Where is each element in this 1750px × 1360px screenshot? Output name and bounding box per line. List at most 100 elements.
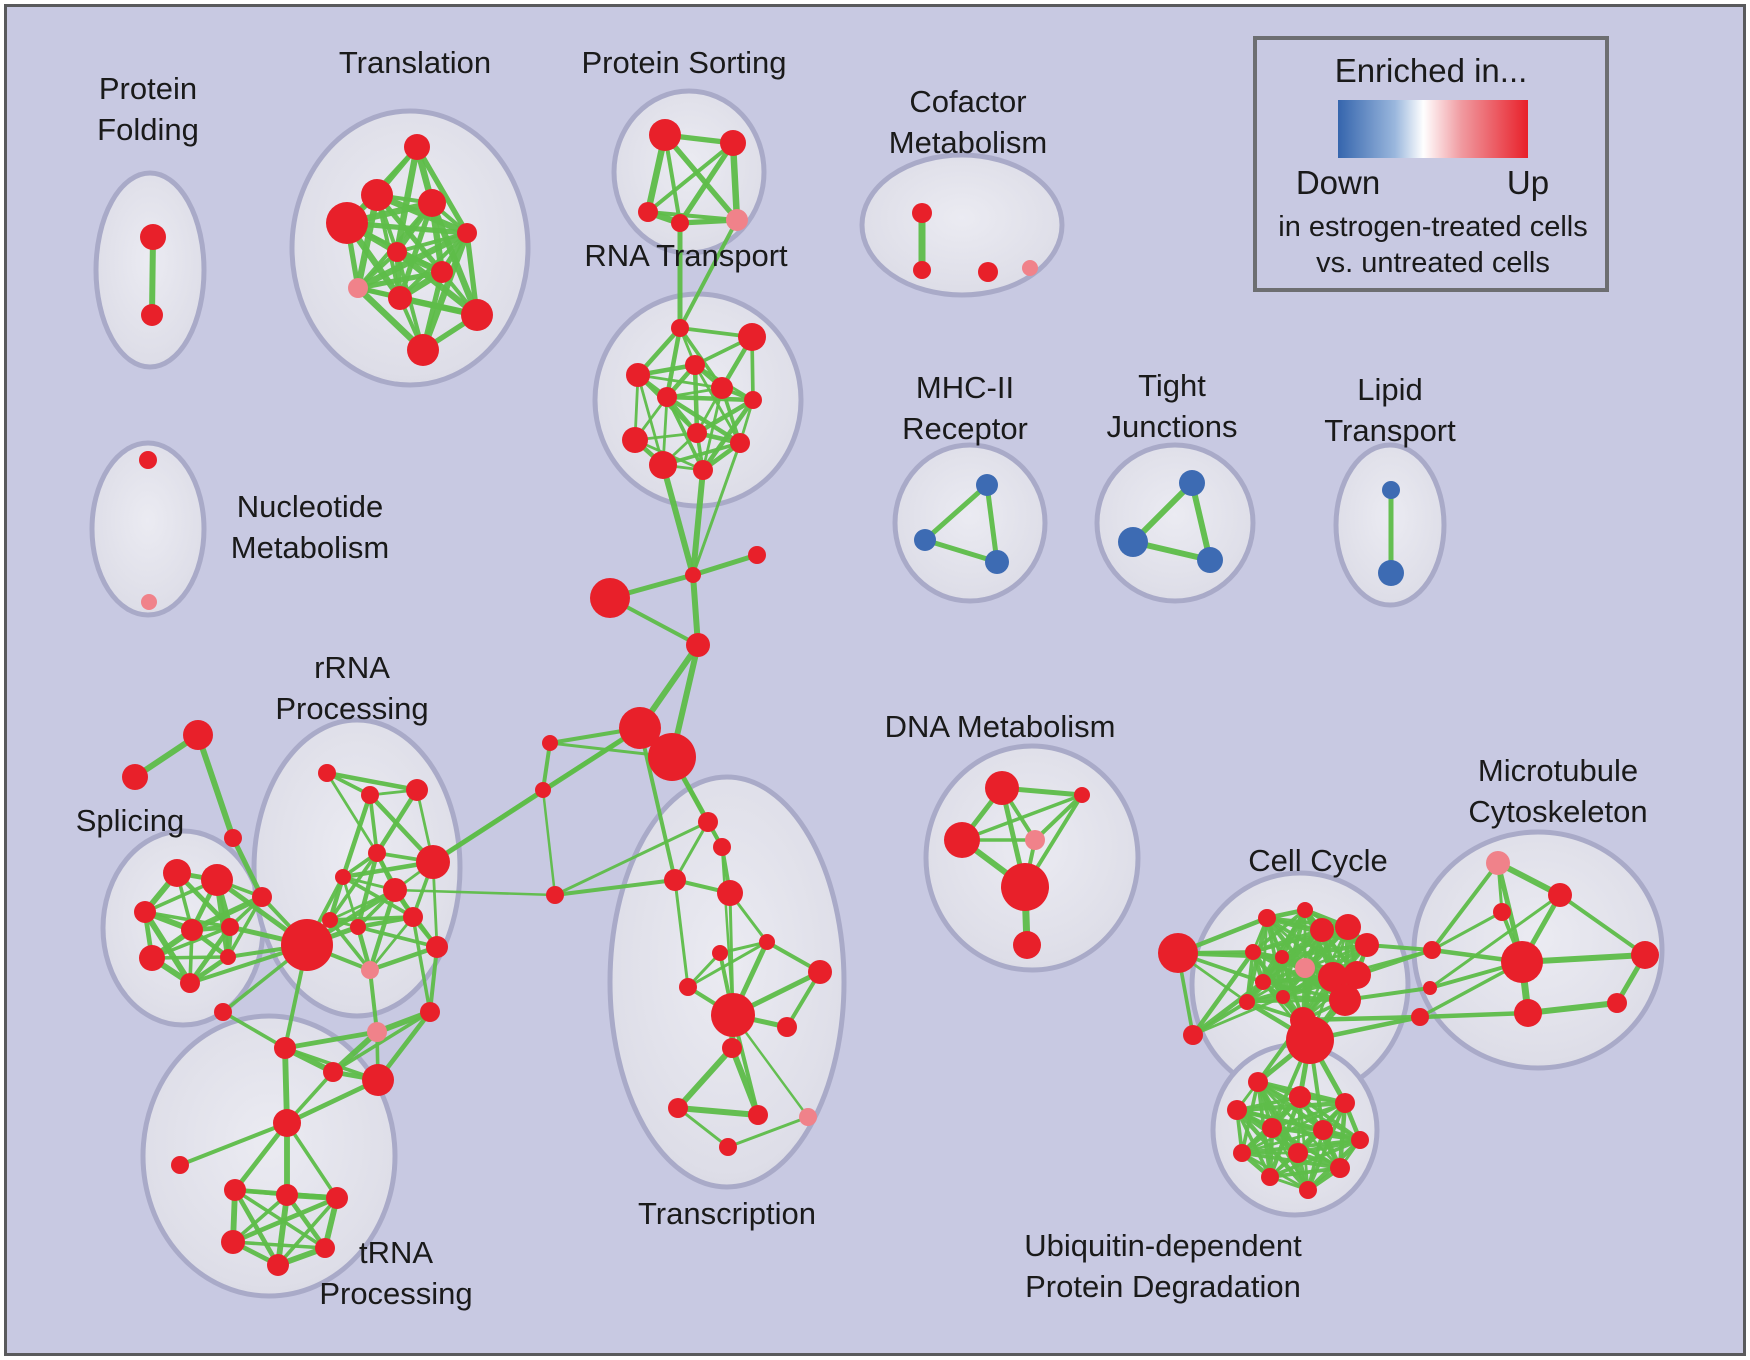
node-trn-6 [267,1254,289,1276]
edge [694,397,756,436]
node-trn-1 [224,1179,246,1201]
edge [393,888,557,897]
node-bb-16 [1411,1008,1429,1026]
legend-title: Enriched in... [1335,52,1528,89]
node-tl-0 [404,134,430,160]
node-cc-5 [1275,950,1289,964]
node-rna-6 [744,391,762,409]
cluster-label-tl: Translation [339,45,491,80]
cluster-label-pf: Folding [97,112,199,147]
edge [1428,893,1562,990]
edge [1268,1166,1342,1179]
node-ub-2 [1335,1093,1355,1113]
cluster-label-dn: DNA Metabolism [885,709,1116,744]
node-bb-9 [281,919,333,971]
node-tl-10 [407,334,439,366]
edge [356,925,439,949]
node-rr-11 [426,936,448,958]
edge [221,1010,287,1050]
edge [677,140,736,226]
node-tx-14 [719,1138,737,1156]
node-rna-2 [626,363,650,387]
edge [1234,1100,1348,1113]
edge [328,851,379,922]
cluster-label-li: Lipid [1357,372,1423,407]
node-tx-1 [713,838,731,856]
node-bb-8 [546,886,564,904]
node-mh-2 [985,550,1009,574]
node-tj-1 [1118,527,1148,557]
cluster-label-tj: Junctions [1107,409,1238,444]
node-trn-4 [221,1230,245,1254]
node-trn-5 [315,1238,335,1258]
node-tl-2 [418,189,446,217]
node-trn-12 [420,1002,440,1022]
node-tx-12 [748,1105,768,1125]
edge [325,771,379,855]
node-dn-4 [1001,863,1049,911]
node-cc-0 [1158,933,1198,973]
edge [660,462,696,578]
edge [700,397,756,473]
node-rr-7 [322,912,338,928]
node-cc-10 [1255,974,1271,990]
node-trn-8 [274,1037,296,1059]
node-cc-13 [1318,962,1348,992]
network-nodes [122,119,1659,1276]
edge [541,788,557,897]
node-rr-9 [361,961,379,979]
node-rr-10 [416,845,450,879]
cluster-label-nm: Nucleotide [237,489,383,524]
edge [284,1077,381,1126]
node-tx-3 [717,880,743,906]
node-co-3 [1022,260,1038,276]
cluster-label-trn: Processing [319,1276,472,1311]
cluster-label-nm: Metabolism [231,530,390,565]
node-rna-3 [685,355,705,375]
node-sp-6 [180,973,200,993]
node-ub-8 [1288,1143,1308,1163]
node-trn-9 [323,1062,343,1082]
node-tx-9 [777,1017,797,1037]
node-bb-3 [686,633,710,657]
node-mt-0 [1486,851,1510,875]
edge [1245,950,1255,1004]
node-tj-2 [1197,547,1223,573]
node-cc-14 [1343,961,1371,989]
edge [340,792,373,880]
node-mt-2 [1493,903,1511,921]
edge [690,467,706,578]
node-tl-5 [387,242,407,262]
edge [664,394,756,403]
node-sp-4 [221,918,239,936]
edge [1189,480,1213,563]
node-cc-4 [1245,944,1261,960]
edge [1270,1101,1347,1130]
node-dn-3 [1025,830,1045,850]
legend-up-label: Up [1507,164,1549,201]
node-cc-9 [1355,933,1379,957]
cluster-label-tj: Tight [1138,368,1206,403]
cluster-ellipse-mh [892,442,1048,604]
edge [178,1121,289,1167]
node-tl-1 [361,179,393,211]
edge [368,915,415,972]
legend-gradient-bar [1338,100,1528,158]
edge [691,441,742,577]
node-ps-4 [726,209,748,231]
edge [1261,925,1350,984]
edge [368,968,379,1034]
node-pf-0 [140,224,166,250]
edge [1190,949,1256,1038]
edge [686,940,769,989]
edge [1281,925,1350,999]
node-tx-2 [664,869,686,891]
node-bb-13 [171,1156,189,1174]
node-ub-5 [1313,1120,1333,1140]
node-rna-7 [622,427,648,453]
node-rr-6 [403,907,423,927]
cluster-label-mh: MHC-II [916,370,1014,405]
node-li-0 [1382,481,1400,499]
